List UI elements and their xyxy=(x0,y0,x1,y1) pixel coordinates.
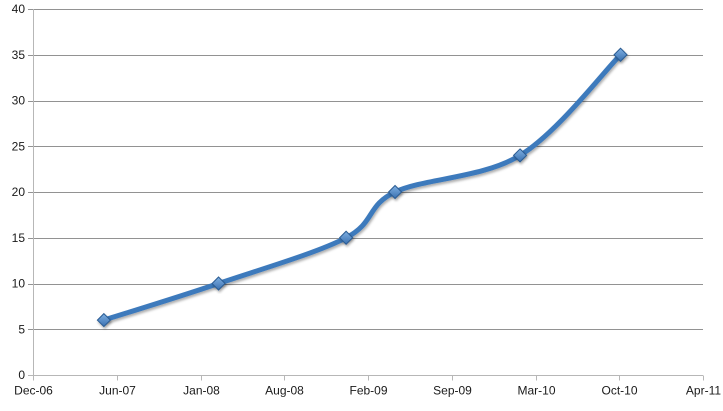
y-tick-label: 20 xyxy=(12,185,26,199)
y-tick-label: 40 xyxy=(12,2,26,16)
x-tick-label: Jun-07 xyxy=(99,384,136,398)
y-tick-label: 30 xyxy=(12,94,26,108)
data-point-marker xyxy=(387,184,403,200)
y-tick-label: 35 xyxy=(12,48,26,62)
data-point-marker xyxy=(338,230,354,245)
y-tick-label: 15 xyxy=(12,231,26,245)
data-point-marker xyxy=(613,47,628,62)
y-tick-label: 10 xyxy=(12,277,26,291)
x-tick-label: Sep-09 xyxy=(433,384,472,398)
data-point-marker xyxy=(96,312,112,328)
x-tick-label: Aug-08 xyxy=(265,384,304,398)
x-tick-label: Apr-11 xyxy=(686,384,721,398)
data-point-marker xyxy=(211,276,226,291)
series-line xyxy=(101,52,623,323)
x-tick-label: Mar-10 xyxy=(517,384,555,398)
data-point-marker xyxy=(512,148,528,163)
y-tick-label: 5 xyxy=(18,322,25,336)
x-tick-label: Feb-09 xyxy=(349,384,387,398)
x-tick-label: Oct-10 xyxy=(601,384,637,398)
y-tick-label: 0 xyxy=(18,368,25,382)
x-tick-label: Jan-08 xyxy=(183,384,220,398)
y-tick-label: 25 xyxy=(12,139,26,153)
x-tick-label: Dec-06 xyxy=(14,384,53,398)
